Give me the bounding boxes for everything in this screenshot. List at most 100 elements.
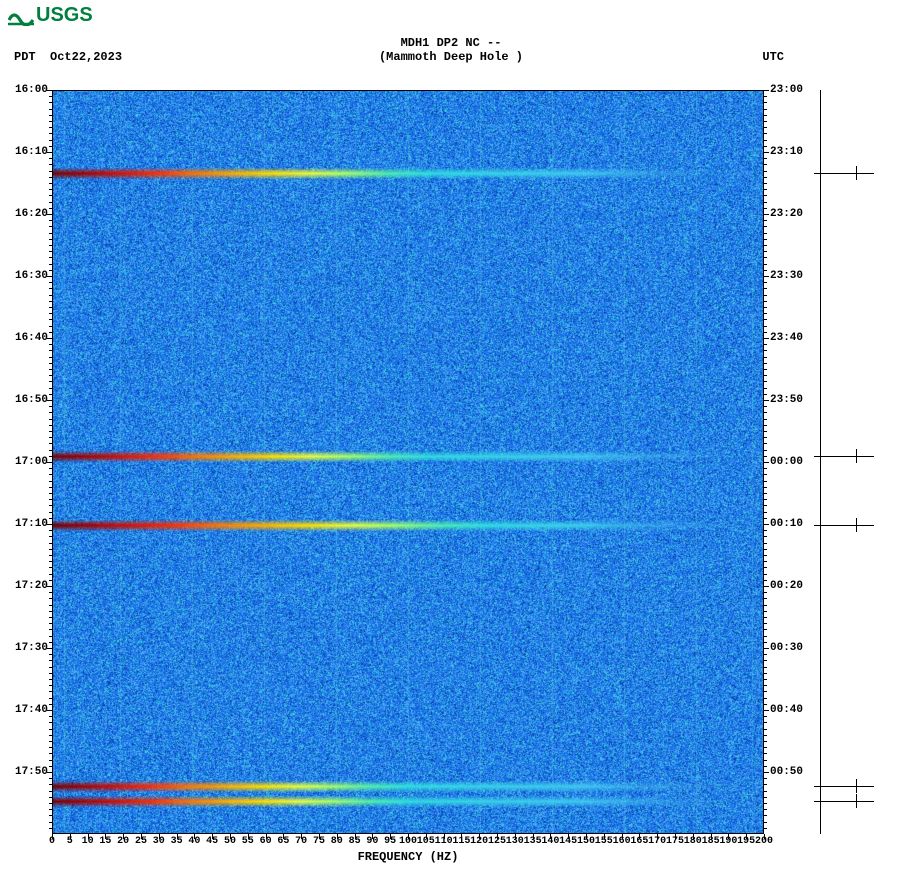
minor-tick-right [764, 295, 767, 296]
x-tick [283, 834, 284, 839]
x-tick [355, 834, 356, 839]
title-line1: MDH1 DP2 NC -- [0, 36, 902, 50]
minor-tick-left [49, 357, 52, 358]
minor-tick-right [764, 822, 767, 823]
minor-tick-right [764, 505, 767, 506]
x-tick [141, 834, 142, 839]
minor-tick-left [49, 822, 52, 823]
minor-tick-right [764, 363, 767, 364]
minor-tick-left [49, 654, 52, 655]
tick-left [47, 400, 52, 401]
minor-tick-right [764, 481, 767, 482]
minor-tick-left [49, 518, 52, 519]
minor-tick-left [49, 164, 52, 165]
minor-tick-right [764, 140, 767, 141]
x-tick [123, 834, 124, 839]
minor-tick-right [764, 518, 767, 519]
minor-tick-right [764, 388, 767, 389]
event-marker [814, 173, 874, 174]
minor-tick-left [49, 481, 52, 482]
x-tick [693, 834, 694, 839]
y-right-label: 00:10 [770, 518, 803, 530]
minor-tick-left [49, 536, 52, 537]
header-date: Oct22,2023 [50, 50, 122, 64]
tick-right [764, 524, 769, 525]
minor-tick-right [764, 282, 767, 283]
minor-tick-left [49, 580, 52, 581]
minor-tick-left [49, 549, 52, 550]
minor-tick-left [49, 605, 52, 606]
minor-tick-left [49, 171, 52, 172]
minor-tick-left [49, 611, 52, 612]
x-tick [444, 834, 445, 839]
minor-tick-right [764, 567, 767, 568]
minor-tick-left [49, 189, 52, 190]
minor-tick-right [764, 251, 767, 252]
minor-tick-left [49, 592, 52, 593]
tick-left [47, 710, 52, 711]
minor-tick-right [764, 109, 767, 110]
minor-tick-left [49, 264, 52, 265]
minor-tick-left [49, 344, 52, 345]
minor-tick-right [764, 264, 767, 265]
minor-tick-left [49, 487, 52, 488]
minor-tick-left [49, 660, 52, 661]
minor-tick-right [764, 102, 767, 103]
minor-tick-right [764, 716, 767, 717]
minor-tick-left [49, 202, 52, 203]
minor-tick-right [764, 512, 767, 513]
minor-tick-right [764, 239, 767, 240]
minor-tick-left [49, 301, 52, 302]
minor-tick-right [764, 350, 767, 351]
minor-tick-right [764, 487, 767, 488]
tick-right [764, 710, 769, 711]
minor-tick-right [764, 183, 767, 184]
y-left-label: 17:30 [8, 642, 48, 654]
minor-tick-right [764, 468, 767, 469]
y-right-label: 00:00 [770, 456, 803, 468]
minor-tick-right [764, 437, 767, 438]
minor-tick-left [49, 778, 52, 779]
x-tick [497, 834, 498, 839]
minor-tick-right [764, 208, 767, 209]
minor-tick-right [764, 450, 767, 451]
minor-tick-left [49, 313, 52, 314]
minor-tick-right [764, 747, 767, 748]
minor-tick-left [49, 102, 52, 103]
x-tick [159, 834, 160, 839]
minor-tick-right [764, 574, 767, 575]
x-tick [533, 834, 534, 839]
tick-left [47, 214, 52, 215]
x-tick [266, 834, 267, 839]
minor-tick-left [49, 803, 52, 804]
minor-tick-left [49, 679, 52, 680]
minor-tick-left [49, 437, 52, 438]
x-tick [675, 834, 676, 839]
minor-tick-right [764, 394, 767, 395]
x-tick [372, 834, 373, 839]
y-right-label: 23:40 [770, 332, 803, 344]
minor-tick-right [764, 245, 767, 246]
minor-tick-left [49, 809, 52, 810]
minor-tick-left [49, 350, 52, 351]
x-tick [88, 834, 89, 839]
minor-tick-right [764, 121, 767, 122]
minor-tick-left [49, 667, 52, 668]
minor-tick-left [49, 617, 52, 618]
minor-tick-right [764, 115, 767, 116]
header-right-tz: UTC [762, 50, 784, 64]
minor-tick-right [764, 146, 767, 147]
minor-tick-right [764, 536, 767, 537]
minor-tick-right [764, 636, 767, 637]
minor-tick-right [764, 654, 767, 655]
minor-tick-right [764, 549, 767, 550]
minor-tick-right [764, 828, 767, 829]
minor-tick-left [49, 574, 52, 575]
minor-tick-left [49, 195, 52, 196]
minor-tick-right [764, 555, 767, 556]
minor-tick-left [49, 270, 52, 271]
minor-tick-left [49, 251, 52, 252]
y-left-label: 17:20 [8, 580, 48, 592]
y-left-label: 16:30 [8, 270, 48, 282]
minor-tick-right [764, 667, 767, 668]
